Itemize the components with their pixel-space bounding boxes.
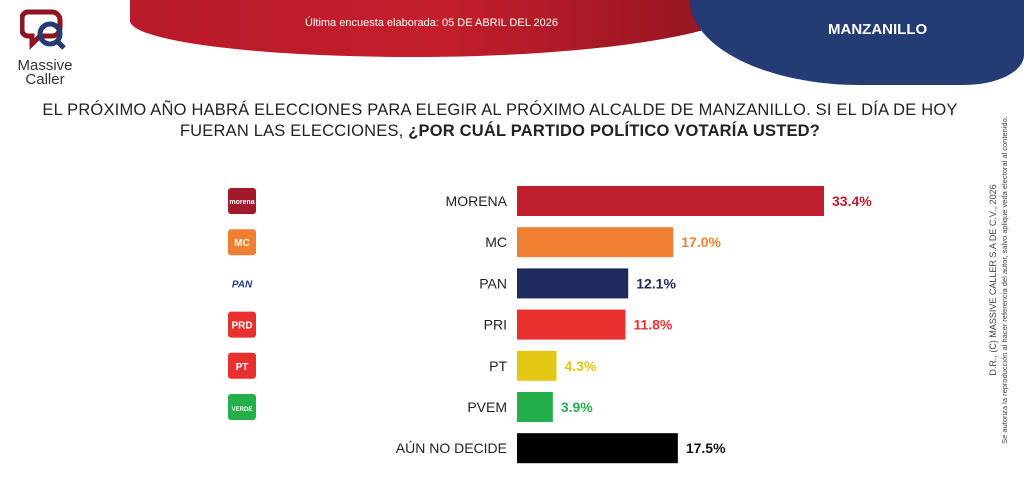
brand-logo: Massive Caller — [10, 8, 80, 87]
party-logo-text: MC — [234, 238, 250, 249]
bar — [517, 392, 553, 422]
brand-logo-icon — [19, 9, 66, 51]
category-label: PT — [489, 358, 507, 374]
value-label: 12.1% — [636, 275, 676, 291]
party-logo — [228, 311, 256, 338]
value-label: 33.4% — [832, 193, 872, 209]
category-label: PRI — [484, 317, 507, 333]
category-label: PAN — [479, 275, 507, 291]
party-logo — [228, 188, 256, 214]
party-logo-text: VERDE — [232, 407, 253, 413]
category-label: MC — [485, 234, 507, 250]
party-logo-text: PAN — [232, 279, 253, 290]
bar — [517, 227, 674, 258]
value-label: 17.0% — [681, 234, 721, 250]
bar — [517, 186, 824, 216]
party-logo-text: PRD — [231, 321, 252, 332]
question-part1: EL PRÓXIMO AÑO HABRÁ ELECCIONES PARA ELE… — [42, 101, 958, 140]
brand-name-2: Caller — [25, 71, 65, 88]
value-label: 3.9% — [561, 399, 593, 415]
party-logo — [228, 352, 256, 379]
city-title: MANZANILLO — [828, 21, 928, 38]
bar — [517, 350, 557, 381]
category-label: MORENA — [446, 193, 508, 209]
value-label: 11.8% — [633, 317, 672, 333]
bar — [517, 309, 626, 340]
question-part2: ¿POR CUÁL PARTIDO POLÍTICO VOTARÍA USTED… — [408, 122, 821, 140]
party-logo — [228, 394, 256, 420]
category-label: PVEM — [467, 399, 507, 415]
bar — [517, 433, 678, 464]
bar — [517, 268, 629, 299]
party-logo — [228, 229, 256, 256]
value-label: 17.5% — [686, 440, 726, 456]
value-label: 4.3% — [565, 358, 597, 374]
party-logo-text: morena — [229, 199, 254, 206]
party-logo — [228, 270, 256, 297]
survey-date: Última encuesta elaborada: 05 DE ABRIL D… — [305, 17, 558, 29]
brand-name-1: Massive — [17, 57, 73, 74]
category-label: AÚN NO DECIDE — [396, 440, 507, 456]
question-text: EL PRÓXIMO AÑO HABRÁ ELECCIONES PARA ELE… — [40, 100, 960, 142]
party-logo-text: PT — [236, 362, 249, 373]
